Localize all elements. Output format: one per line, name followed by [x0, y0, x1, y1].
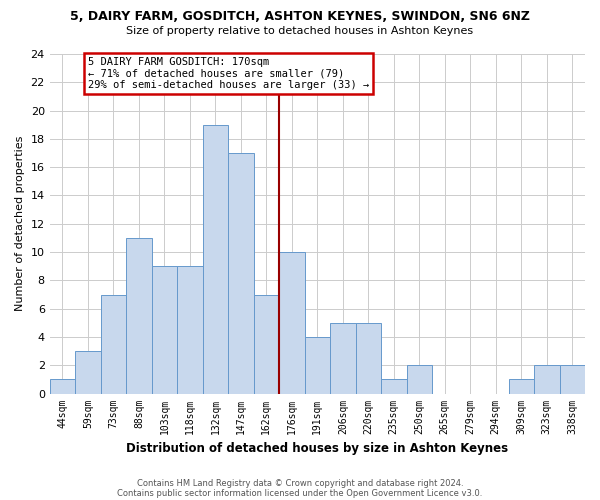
Bar: [330, 323, 356, 394]
Bar: [509, 380, 534, 394]
Text: 5, DAIRY FARM, GOSDITCH, ASHTON KEYNES, SWINDON, SN6 6NZ: 5, DAIRY FARM, GOSDITCH, ASHTON KEYNES, …: [70, 10, 530, 23]
Y-axis label: Number of detached properties: Number of detached properties: [15, 136, 25, 312]
Bar: [381, 380, 407, 394]
Bar: [126, 238, 152, 394]
Text: Contains HM Land Registry data © Crown copyright and database right 2024.: Contains HM Land Registry data © Crown c…: [137, 478, 463, 488]
Bar: [279, 252, 305, 394]
Bar: [177, 266, 203, 394]
Bar: [203, 124, 228, 394]
Bar: [305, 337, 330, 394]
Text: Size of property relative to detached houses in Ashton Keynes: Size of property relative to detached ho…: [127, 26, 473, 36]
Bar: [152, 266, 177, 394]
Bar: [254, 294, 279, 394]
Bar: [407, 366, 432, 394]
Bar: [560, 366, 585, 394]
Text: Contains public sector information licensed under the Open Government Licence v3: Contains public sector information licen…: [118, 488, 482, 498]
Bar: [50, 380, 75, 394]
Bar: [228, 153, 254, 394]
Bar: [75, 351, 101, 394]
Bar: [534, 366, 560, 394]
Bar: [356, 323, 381, 394]
X-axis label: Distribution of detached houses by size in Ashton Keynes: Distribution of detached houses by size …: [126, 442, 508, 455]
Text: 5 DAIRY FARM GOSDITCH: 170sqm
← 71% of detached houses are smaller (79)
29% of s: 5 DAIRY FARM GOSDITCH: 170sqm ← 71% of d…: [88, 57, 369, 90]
Bar: [101, 294, 126, 394]
